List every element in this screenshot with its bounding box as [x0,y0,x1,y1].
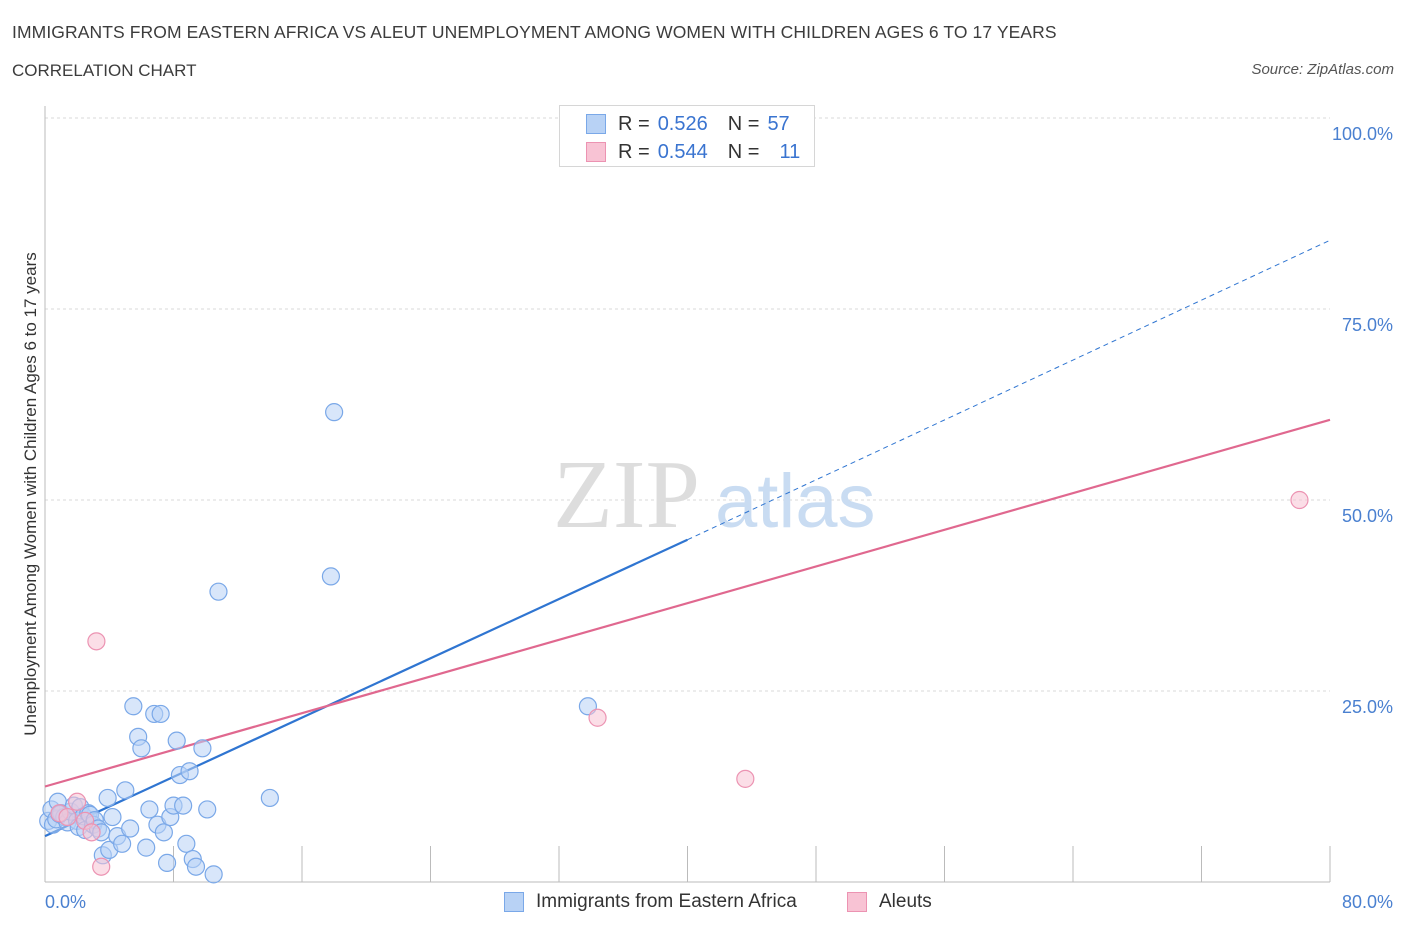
trend-line-eastern-africa [687,239,1331,541]
legend-row-eastern-africa: R = 0.526 N = 57 [586,111,790,137]
watermark-zip: ZIP [553,441,700,549]
r-value: 0.544 [657,140,708,163]
point-aleut [68,792,87,811]
point-eastern-africa [177,834,196,853]
tick-labels: 25.0% 50.0% 75.0% 100.0% 0.0% 80.0% [45,124,1393,912]
legend-swatch-pink [847,892,867,912]
point-eastern-africa [321,567,341,586]
trend-lines [44,239,1331,838]
point-eastern-africa [260,788,279,808]
chart-subtitle: CORRELATION CHART [12,61,197,80]
point-aleut [58,807,77,827]
point-eastern-africa [98,788,117,808]
legend-label: Aleuts [879,891,932,912]
point-eastern-africa [137,838,156,857]
point-eastern-africa [204,865,223,884]
watermark-atlas: atlas [715,459,876,544]
point-eastern-africa [193,739,212,758]
trend-line-aleuts [44,418,1331,788]
point-eastern-africa [154,823,173,842]
point-aleut [736,769,755,788]
legend-swatch-pink [586,142,606,162]
n-value: 57 [767,112,790,135]
point-eastern-africa [186,857,206,876]
x-tick-label: 0.0% [45,892,86,912]
point-aleut [87,632,106,651]
point-eastern-africa [132,739,151,758]
y-tick-label: 100.0% [1332,124,1393,144]
n-key: N = [727,112,760,135]
point-aleut [82,823,101,842]
point-eastern-africa [124,697,143,716]
legend-row-aleuts: R = 0.544 N = 11 [586,139,800,165]
legend-item-aleuts: Aleuts [847,889,932,915]
legend-item-eastern-africa: Immigrants from Eastern Africa [504,889,797,915]
point-eastern-africa [167,731,186,750]
correlation-legend: R = 0.526 N = 57 R = 0.544 N = 11 [559,105,815,167]
point-eastern-africa [198,800,217,819]
point-aleut [1290,490,1309,510]
point-eastern-africa [151,704,170,724]
point-eastern-africa [174,796,193,815]
point-eastern-africa [209,582,228,601]
r-key: R = [618,140,650,163]
legend-swatch-blue [586,114,606,134]
point-eastern-africa [157,853,177,873]
y-tick-label: 25.0% [1342,697,1393,717]
n-value: 11 [779,140,801,163]
point-eastern-africa [180,762,199,781]
r-key: R = [618,112,650,135]
trend-line-eastern-africa [44,538,688,838]
axes [44,106,1331,883]
point-eastern-africa [121,819,140,838]
point-eastern-africa [325,403,344,422]
legend-label: Immigrants from Eastern Africa [536,891,797,912]
n-key: N = [727,140,760,163]
point-aleut [92,857,111,876]
point-eastern-africa [140,800,159,819]
point-eastern-africa [103,807,122,827]
source-label: Source: ZipAtlas.com [1251,61,1394,78]
point-eastern-africa [112,834,132,853]
y-tick-label: 50.0% [1342,506,1393,526]
grid-lines [45,117,1330,692]
y-tick-label: 75.0% [1342,315,1393,335]
x-tick-label: 80.0% [1342,892,1393,912]
r-value: 0.526 [657,112,708,135]
chart-title: IMMIGRANTS FROM EASTERN AFRICA VS ALEUT … [12,22,1057,42]
point-eastern-africa [116,781,135,800]
y-axis-title: Unemployment Among Women with Children A… [21,252,40,736]
point-aleut [588,708,607,727]
legend-swatch-blue [504,892,524,912]
